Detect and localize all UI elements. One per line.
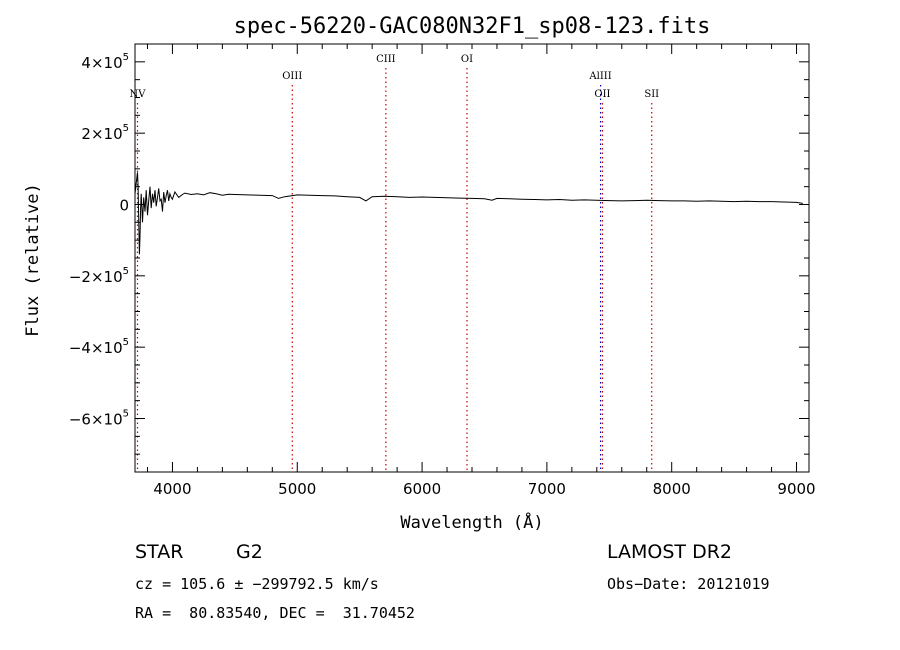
subclass-label: G2 [236,541,263,563]
y-tick-label: 0 [119,197,129,215]
spectral-line-label: CIII [376,54,396,65]
chart-title: spec-56220-GAC080N32F1_sp08-123.fits [234,14,711,39]
x-tick-label: 6000 [403,480,441,498]
plot-frame [134,43,810,473]
x-tick-label: 4000 [153,480,191,498]
spectral-line-label: NV [130,89,147,100]
obs-date-readout: Obs−Date: 20121019 [607,575,770,593]
y-tick-label: −6×105 [69,409,129,429]
x-tick-label: 5000 [278,480,316,498]
spectral-line-label: OI [461,54,473,65]
object-class-label: STAR [135,541,184,563]
spectral-line-label: AlIII [588,71,611,82]
spectral-line-label: SII [644,89,659,100]
x-tick-label: 7000 [528,480,566,498]
series-line [134,172,803,255]
y-tick-label: −2×105 [69,266,129,286]
x-axis: 4000 5000 6000 7000 8000 9000 [146,44,816,498]
redshift-readout: cz = 105.6 ± −299792.5 km/s [135,575,379,593]
y-tick-label: −4×105 [69,337,129,357]
spectral-line-label: OIII [282,71,302,82]
spectral-line-label: OII [594,89,610,100]
x-axis-label: Wavelength (Å) [400,511,543,533]
y-axis-label: Flux (relative) [23,183,43,337]
y-tick-label: 4×105 [81,52,129,72]
spectral-line-markers: NV OIII CIII OI AlIII OII SII [130,54,659,472]
x-tick-label: 8000 [653,480,691,498]
y-tick-label: 2×105 [81,123,129,143]
coords-readout: RA = 80.83540, DEC = 31.70452 [135,604,415,622]
x-tick-label: 9000 [777,480,815,498]
series-group [134,172,803,255]
y-axis: 4×105 2×105 0 −2×105 −4×105 −6×105 [69,52,809,455]
survey-label: LAMOST DR2 [607,541,732,563]
